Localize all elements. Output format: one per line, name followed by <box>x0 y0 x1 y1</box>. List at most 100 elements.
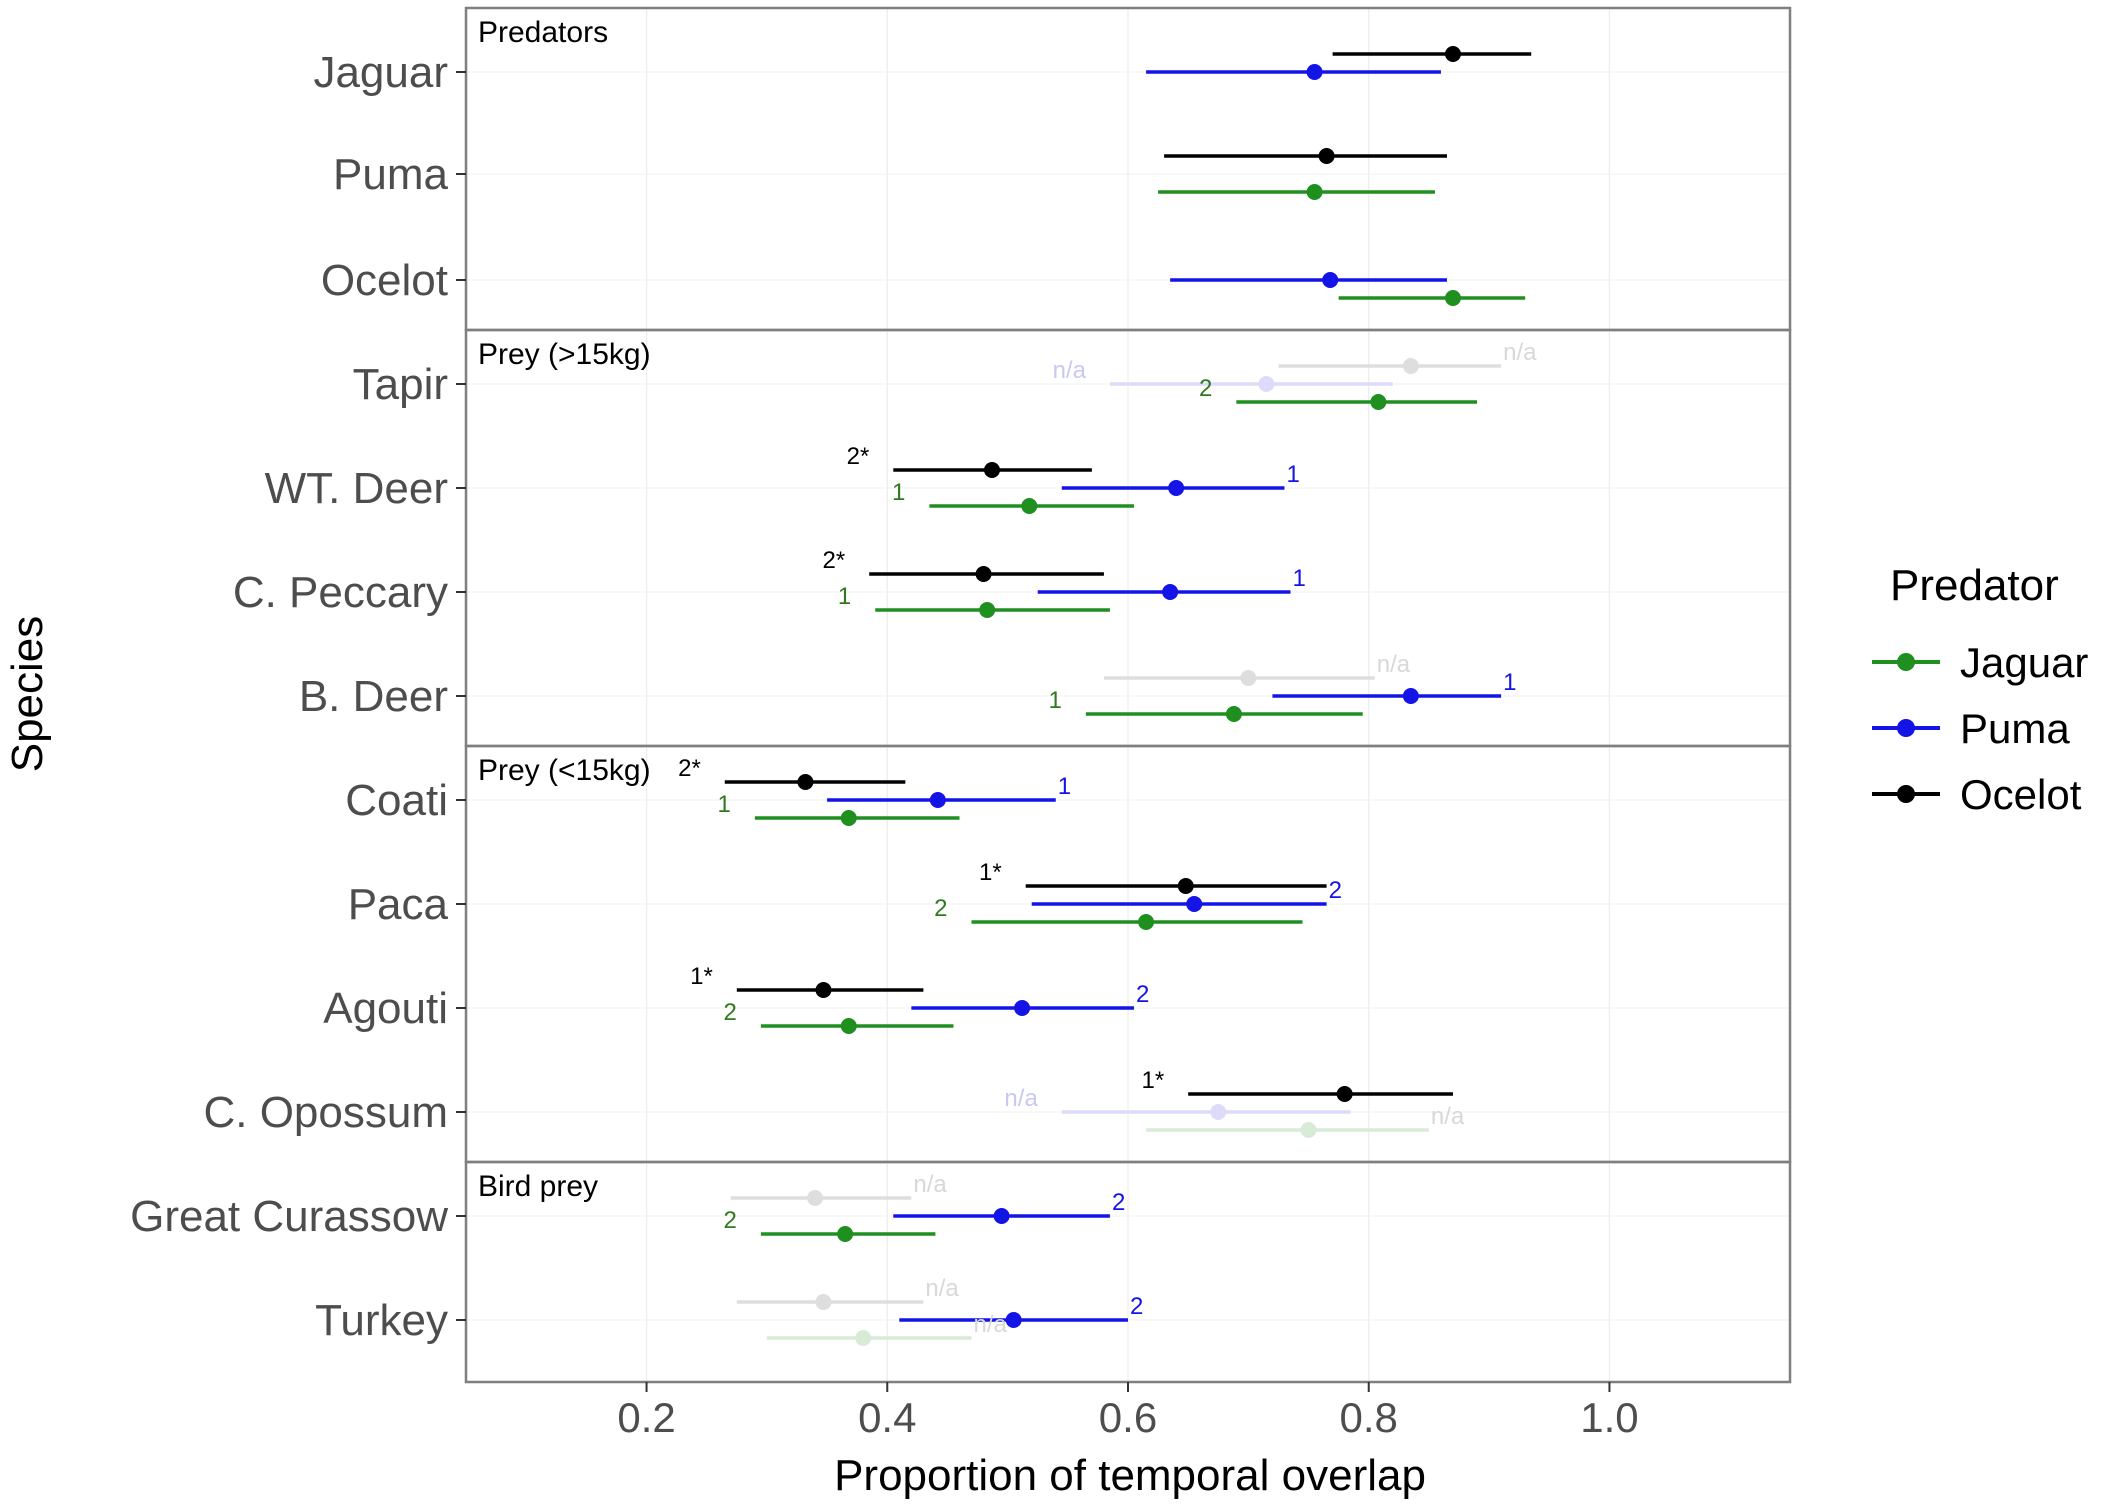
mean-point <box>1005 1312 1022 1328</box>
mean-point <box>1014 1000 1031 1016</box>
legend-key-point <box>1897 785 1915 803</box>
interval-jaguar: 2 <box>724 1207 936 1242</box>
mean-point <box>837 1226 854 1242</box>
mean-point <box>797 774 814 790</box>
mean-point <box>807 1190 824 1206</box>
interval-annotation: 1 <box>1292 565 1305 592</box>
y-axis-title: Species <box>3 616 52 773</box>
interval-puma: n/a <box>1004 1085 1351 1120</box>
interval-ocelot: 2* <box>678 755 906 790</box>
interval-ocelot: n/a <box>1278 339 1537 374</box>
interval-annotation: 1* <box>979 859 1002 886</box>
interval-annotation: n/a <box>1431 1103 1465 1130</box>
legend-label: Puma <box>1960 705 2070 752</box>
interval-annotation: 2 <box>1329 877 1342 904</box>
interval-annotation: 1* <box>1141 1067 1164 1094</box>
interval-ocelot: 1* <box>979 859 1327 894</box>
interval-jaguar: 2 <box>1199 375 1478 410</box>
mean-point <box>1138 914 1155 930</box>
interval-annotation: 2* <box>823 547 846 574</box>
interval-annotation: n/a <box>1053 357 1087 384</box>
interval-ocelot: 1* <box>690 963 924 998</box>
mean-point <box>815 982 832 998</box>
legend-entry-ocelot: Ocelot <box>1872 771 2082 818</box>
interval-jaguar <box>1338 290 1526 306</box>
mean-point <box>1168 480 1185 496</box>
x-tick-label: 0.8 <box>1340 1394 1398 1441</box>
interval-annotation: n/a <box>1004 1085 1038 1112</box>
legend: Predator Jaguar Puma Ocelot <box>1872 561 2088 818</box>
x-axis-title: Proportion of temporal overlap <box>834 1451 1426 1500</box>
mean-point <box>1318 148 1335 164</box>
legend-entry-puma: Puma <box>1872 705 2070 752</box>
legend-title: Predator <box>1890 561 2059 610</box>
interval-annotation: n/a <box>925 1275 959 1302</box>
mean-point <box>1225 706 1242 722</box>
interval-annotation: 2* <box>847 443 870 470</box>
y-tick-label: C. Opossum <box>203 1088 448 1137</box>
interval-annotation: 2 <box>1136 981 1149 1008</box>
x-axis: 0.2 0.4 0.6 0.8 1.0 <box>617 1382 1639 1441</box>
interval-annotation: 1 <box>1286 461 1299 488</box>
interval-jaguar: n/a <box>1146 1103 1465 1138</box>
interval-annotation: n/a <box>913 1171 947 1198</box>
y-tick-labels: Jaguar Puma Ocelot Tapir WT. Deer C. Peccary B… <box>130 48 466 1345</box>
interval-puma: 1 <box>1037 565 1306 600</box>
legend-entry-jaguar: Jaguar <box>1872 639 2088 686</box>
interval-puma <box>1170 272 1447 288</box>
legend-key-point <box>1897 719 1915 737</box>
interval-ocelot <box>1164 148 1447 164</box>
x-tick-label: 0.4 <box>858 1394 916 1441</box>
interval-annotation: 1 <box>1049 687 1062 714</box>
y-tick-label: Puma <box>333 150 448 199</box>
mean-point <box>1444 290 1461 306</box>
interval-ocelot: n/a <box>736 1275 959 1310</box>
interval-jaguar: 1 <box>1049 687 1363 722</box>
y-tick-label: Jaguar <box>313 48 448 97</box>
interval-puma: 2 <box>1031 877 1342 912</box>
mean-point <box>993 1208 1010 1224</box>
y-tick-label: B. Deer <box>299 672 448 721</box>
interval-puma: 1 <box>1061 461 1300 496</box>
interval-annotation: 1* <box>690 963 713 990</box>
panels: Predators Prey (>15kg) Prey (<15kg) Bird pr… <box>464 6 1792 1384</box>
x-tick-label: 0.2 <box>617 1394 675 1441</box>
interval-annotation: 2 <box>724 1207 737 1234</box>
y-tick-label: Agouti <box>323 984 448 1033</box>
panel-label: Bird prey <box>478 1170 598 1203</box>
interval-jaguar <box>1158 184 1435 200</box>
legend-label: Ocelot <box>1960 771 2082 818</box>
interval-jaguar: 2 <box>724 999 954 1034</box>
x-tick-label: 1.0 <box>1580 1394 1638 1441</box>
interval-jaguar: 1 <box>838 583 1110 618</box>
interval-ocelot: 2* <box>823 547 1104 582</box>
mean-point <box>1322 272 1339 288</box>
interval-annotation: 2 <box>1130 1293 1143 1320</box>
interval-ocelot: n/a <box>1103 651 1411 686</box>
interval-annotation: 1 <box>892 479 905 506</box>
mean-point <box>855 1330 872 1346</box>
panel: Predators <box>464 6 1792 332</box>
mean-point <box>840 810 857 826</box>
mean-point <box>1240 670 1257 686</box>
panel: Bird prey <box>464 1160 1792 1384</box>
mean-point <box>1021 498 1038 514</box>
interval-annotation: 2* <box>678 755 701 782</box>
mean-point <box>1306 64 1323 80</box>
mean-point <box>840 1018 857 1034</box>
mean-point <box>983 462 1000 478</box>
y-tick-label: Tapir <box>353 360 448 409</box>
y-tick-label: Coati <box>345 776 448 825</box>
mean-point <box>1258 376 1275 392</box>
y-tick-label: WT. Deer <box>265 464 448 513</box>
interval-puma: 1 <box>827 773 1071 808</box>
interval-jaguar: 1 <box>892 479 1135 514</box>
mean-point <box>1162 584 1179 600</box>
mean-point <box>975 566 992 582</box>
panel-label: Predators <box>478 16 608 49</box>
mean-point <box>1336 1086 1353 1102</box>
interval-annotation: 1 <box>1058 773 1071 800</box>
interval-puma: n/a <box>1053 357 1393 392</box>
mean-point <box>1402 358 1419 374</box>
